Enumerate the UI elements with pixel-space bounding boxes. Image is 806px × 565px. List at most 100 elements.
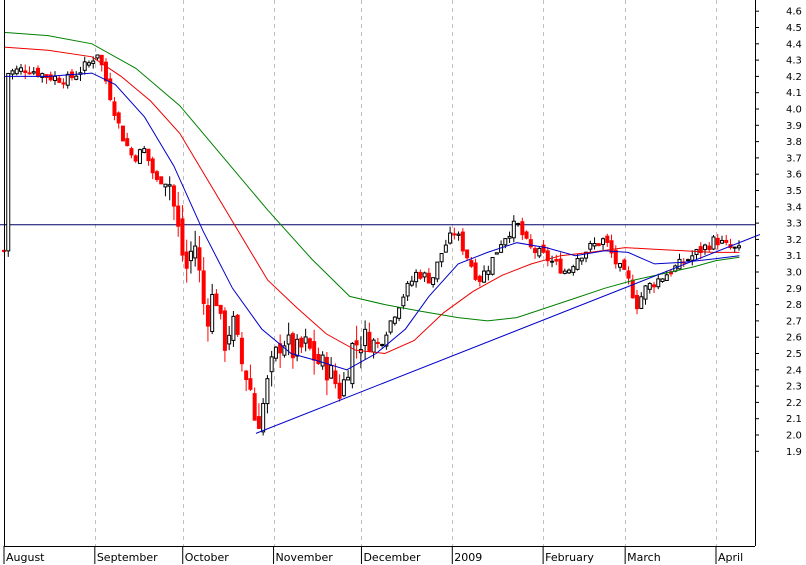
candle-body — [664, 274, 669, 282]
candle-body — [188, 250, 193, 262]
candle-body — [545, 250, 550, 262]
x-tick-label: 2009 — [454, 551, 482, 564]
candle-body — [656, 278, 661, 288]
candle-body — [31, 71, 36, 74]
candle-body — [426, 272, 431, 284]
candle-body — [711, 236, 716, 250]
candle-body — [388, 320, 393, 333]
y-tick-label: 4.5 — [786, 23, 802, 34]
y-tick-label: 3.4 — [786, 202, 802, 213]
candle-body — [609, 240, 614, 254]
candle-body — [341, 379, 346, 397]
candle-body — [154, 171, 159, 180]
x-tick-label: November — [276, 551, 334, 564]
y-tick-label: 2.0 — [786, 431, 802, 442]
candle-body — [409, 280, 414, 286]
candle-body — [562, 270, 567, 274]
candle-body — [354, 340, 359, 346]
candle-body — [290, 333, 295, 359]
candle-body — [715, 237, 720, 246]
y-tick-label: 3.6 — [786, 170, 802, 181]
candle-body — [235, 314, 240, 335]
candle-body — [303, 336, 308, 344]
candle-body — [439, 252, 444, 263]
candle-body — [222, 310, 227, 351]
candle-body — [337, 382, 342, 399]
candle-body — [252, 393, 257, 421]
candle-body — [48, 74, 53, 81]
candle-body — [346, 376, 351, 381]
plot-background — [0, 0, 755, 546]
candle-body — [286, 334, 291, 345]
candle-body — [52, 75, 57, 81]
candle-body — [703, 244, 708, 251]
y-tick-label: 3.8 — [786, 137, 802, 148]
candle-body — [18, 67, 23, 72]
candle-body — [443, 244, 448, 253]
candle-body — [401, 296, 406, 307]
candle-body — [146, 148, 151, 162]
candle-body — [686, 259, 691, 262]
candle-body — [724, 239, 729, 243]
candle-body — [329, 365, 334, 379]
y-tick-label: 4.6 — [786, 7, 802, 18]
candle-body — [486, 270, 491, 275]
candle-body — [108, 78, 113, 101]
candle-body — [350, 342, 355, 385]
candle-body — [477, 275, 482, 282]
ma-short-line — [4, 72, 740, 371]
candle-body — [316, 353, 321, 365]
candle-body — [465, 249, 470, 259]
candle-body — [133, 155, 138, 162]
candle-body — [698, 246, 703, 254]
candle-body — [269, 356, 274, 373]
x-tick-label: October — [185, 551, 229, 564]
candle-body — [193, 245, 198, 259]
candle-body — [503, 238, 508, 246]
x-tick-label: August — [6, 551, 45, 564]
y-tick-label: 3.7 — [786, 153, 802, 164]
candle-body — [312, 341, 317, 361]
candle-body — [244, 370, 249, 381]
y-tick-label: 3.2 — [786, 235, 802, 246]
candle-body — [422, 272, 427, 278]
candle-body — [384, 334, 389, 347]
month-gridlines — [95, 0, 717, 546]
y-tick-label: 2.4 — [786, 365, 802, 376]
candle-body — [588, 243, 593, 250]
candle-body — [142, 148, 147, 154]
candle-body — [643, 285, 648, 300]
candle-body — [320, 354, 325, 367]
candle-body — [299, 337, 304, 348]
candle-body — [732, 246, 737, 249]
candle-body — [256, 416, 261, 429]
candle-body — [613, 249, 618, 265]
candle-body — [176, 205, 181, 227]
candle-body — [159, 176, 164, 185]
candle-body — [27, 72, 32, 75]
candle-body — [35, 67, 40, 77]
candle-body — [197, 247, 202, 271]
candle-body — [652, 284, 657, 288]
candle-body — [23, 70, 28, 73]
candle-body — [567, 269, 572, 274]
candle-body — [516, 223, 521, 226]
candle-body — [86, 62, 91, 66]
candle-body — [103, 61, 108, 82]
y-tick-label: 4.3 — [786, 56, 802, 67]
candle-body — [647, 283, 652, 290]
candle-body — [452, 233, 457, 236]
candle-body — [295, 338, 300, 357]
y-tick-label: 2.1 — [786, 414, 802, 425]
y-tick-label: 2.3 — [786, 382, 802, 393]
candle-body — [507, 235, 512, 239]
y-tick-label: 2.5 — [786, 349, 802, 360]
candle-body — [490, 257, 495, 275]
candle-body — [265, 378, 270, 405]
candle-body — [456, 233, 461, 236]
candle-body — [10, 70, 15, 75]
candle-body — [520, 221, 525, 236]
candle-body — [635, 294, 640, 310]
candle-body — [74, 75, 79, 80]
candle-body — [397, 307, 402, 319]
